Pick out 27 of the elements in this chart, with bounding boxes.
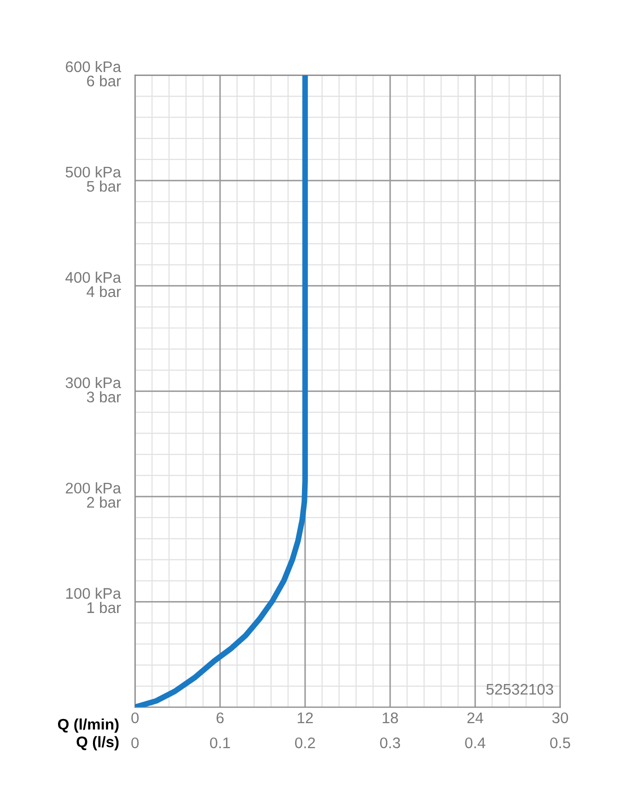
x-tick-label: 12 <box>298 712 313 724</box>
x2-tick-label: 0.5 <box>550 737 570 748</box>
y2-tick-label: 1 bar <box>87 602 121 614</box>
y-tick-label: 600 kPa <box>66 60 122 72</box>
y-tick-label: 300 kPa <box>66 376 122 388</box>
y2-tick-label: 6 bar <box>87 75 121 86</box>
y2-tick-label: 4 bar <box>86 286 121 298</box>
y2-tick-label: 2 bar <box>87 496 121 508</box>
y2-tick-label: 5 bar <box>86 180 121 192</box>
x-tick-label: 24 <box>467 712 484 724</box>
x-tick-label: 6 <box>216 712 224 724</box>
x2-tick-label: 0.1 <box>210 737 230 748</box>
x-tick-label: 0 <box>131 712 139 724</box>
y-tick-label: 100 kPa <box>66 588 122 599</box>
y-tick-label: 500 kPa <box>66 166 122 178</box>
x-tick-label: 18 <box>382 712 398 724</box>
x2-tick-label: 0.3 <box>380 737 400 748</box>
x2-tick-label: 0.2 <box>295 737 315 748</box>
x2-tick-label: 0 <box>131 737 139 748</box>
y2-tick-label: 3 bar <box>86 391 121 402</box>
y-tick-label: 400 kPa <box>65 272 122 283</box>
annotation: 52532103 <box>486 684 554 695</box>
x2-axis-title: Q (l/s) <box>76 736 119 750</box>
x2-tick-label: 0.4 <box>465 737 486 748</box>
y-tick-label: 200 kPa <box>66 482 122 494</box>
x-axis-title: Q (l/min) <box>58 718 119 733</box>
x-tick-label: 30 <box>552 712 568 724</box>
